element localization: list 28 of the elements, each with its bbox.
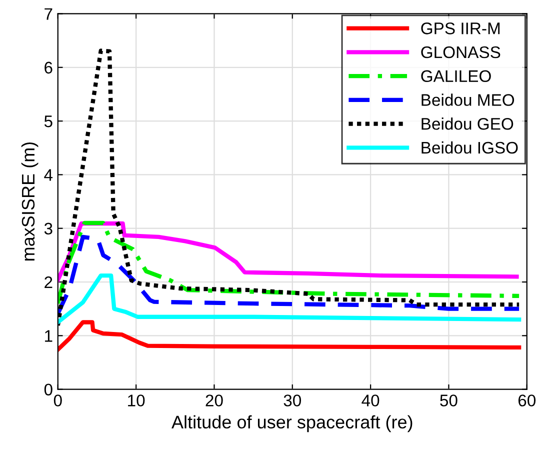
x-tick-label: 10: [128, 394, 145, 406]
x-tick-label: 40: [362, 394, 380, 406]
x-tick-label: 30: [284, 394, 302, 406]
legend-label: GLONASS: [421, 46, 500, 58]
x-tick-label: 0: [54, 394, 62, 406]
legend-label: GPS IIR-M: [421, 22, 500, 34]
x-tick-label: 50: [440, 394, 458, 406]
legend-label: Beidou GEO: [422, 118, 514, 130]
y-tick-label: 3: [44, 222, 52, 235]
y-tick-label: 6: [44, 62, 52, 74]
y-axis-title: maxSISRE (m): [21, 142, 38, 261]
x-tick-label: 20: [206, 394, 223, 406]
y-tick-label: 4: [44, 169, 53, 181]
legend-label: Beidou IGSO: [422, 141, 518, 154]
legend-label: GALILEO: [421, 70, 491, 82]
line-series: [58, 220, 522, 306]
line-series: [58, 221, 519, 282]
line-series: [58, 320, 522, 352]
line-series: [58, 273, 522, 324]
y-tick-label: 0: [44, 384, 52, 396]
line-series: [58, 234, 522, 316]
y-tick-label: 2: [44, 276, 52, 288]
y-tick-label: 5: [44, 116, 52, 128]
y-tick-label: 1: [45, 330, 52, 342]
y-tick-label: 7: [44, 8, 52, 20]
x-axis-title: Altitude of user spacecraft (re): [172, 415, 412, 432]
legend-label: Beidou MEO: [422, 94, 514, 106]
x-tick-label: 60: [518, 394, 536, 406]
